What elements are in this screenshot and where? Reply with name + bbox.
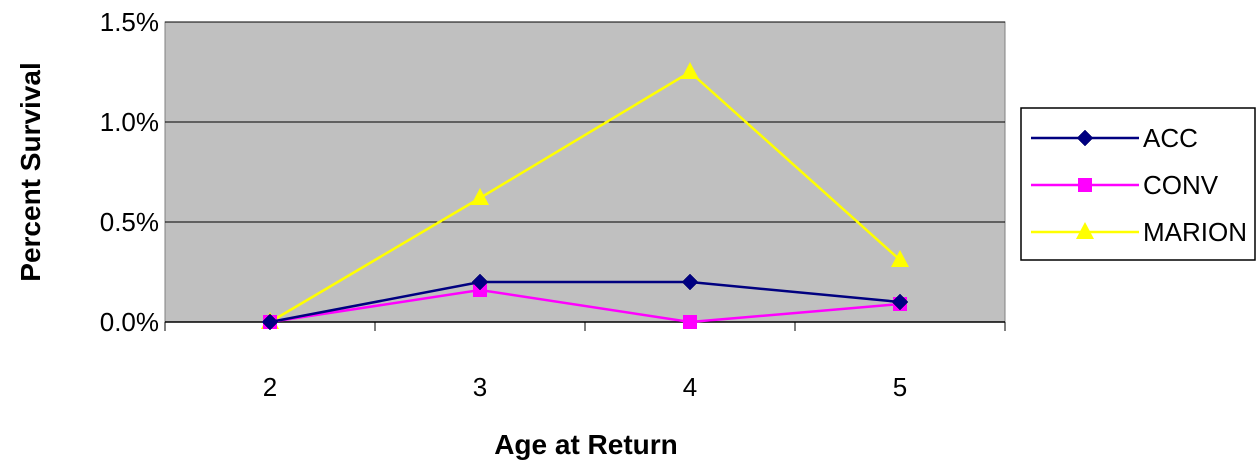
data-point xyxy=(471,188,489,205)
legend-label: MARION xyxy=(1143,217,1247,247)
data-point xyxy=(261,313,279,331)
x-tick-label: 4 xyxy=(683,372,697,402)
legend-label: ACC xyxy=(1143,123,1198,153)
y-tick-label: 0.0% xyxy=(100,307,159,337)
y-tick-label: 1.0% xyxy=(100,107,159,137)
legend: ACC CONV MARION xyxy=(1020,107,1256,261)
x-tick-label: 5 xyxy=(893,372,907,402)
data-point xyxy=(891,250,909,267)
x-tick-label: 2 xyxy=(263,372,277,402)
legend-label: CONV xyxy=(1143,170,1219,200)
y-tick-label: 0.5% xyxy=(100,207,159,237)
data-point xyxy=(471,273,489,291)
legend-item-acc: ACC xyxy=(1031,123,1198,153)
legend-item-marion: MARION xyxy=(1031,217,1247,247)
series-acc xyxy=(261,273,909,331)
y-axis-title: Percent Survival xyxy=(15,62,46,281)
x-tick-label: 3 xyxy=(473,372,487,402)
y-tick-label: 1.5% xyxy=(100,7,159,37)
series-line xyxy=(269,288,901,324)
legend-item-conv: CONV xyxy=(1031,170,1219,200)
y-tick-labels: 0.0% 0.5% 1.0% 1.5% xyxy=(100,7,159,337)
data-point xyxy=(681,62,699,79)
data-point xyxy=(683,315,697,329)
legend-marker xyxy=(1076,222,1094,239)
plot-area xyxy=(164,21,1006,323)
data-point xyxy=(681,273,699,291)
legend-marker xyxy=(1076,129,1094,147)
legend-marker xyxy=(1078,178,1092,192)
series-line xyxy=(269,70,901,324)
x-axis-title: Age at Return xyxy=(494,429,678,460)
series-layer xyxy=(261,62,909,331)
data-point xyxy=(891,293,909,311)
series-line xyxy=(269,280,901,324)
x-axis: 2 3 4 5 xyxy=(164,321,1006,402)
